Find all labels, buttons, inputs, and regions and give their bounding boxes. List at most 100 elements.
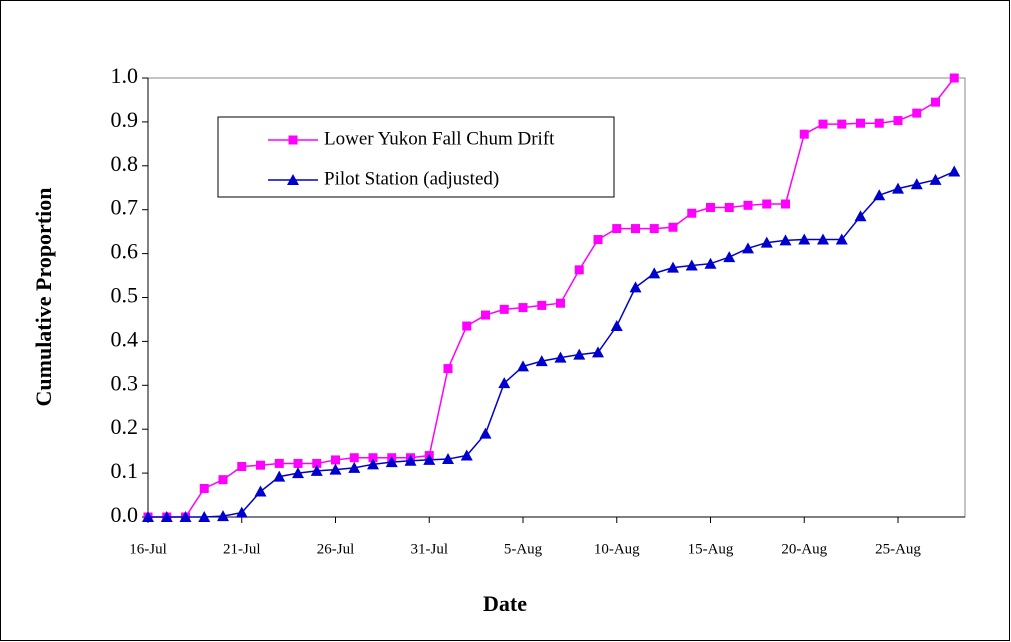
point <box>668 222 678 232</box>
point <box>743 200 753 210</box>
point <box>312 458 322 468</box>
point <box>310 464 323 476</box>
point <box>892 182 904 194</box>
point <box>760 236 773 248</box>
y-axis-title: Cumulative Proportion <box>31 188 56 407</box>
point <box>781 199 790 209</box>
point <box>612 224 622 234</box>
point <box>687 208 697 218</box>
point <box>912 108 922 118</box>
point <box>931 97 940 107</box>
point <box>685 259 698 271</box>
y-tick-label: 0.8 <box>111 151 139 176</box>
point <box>442 453 454 465</box>
x-axis-title: Date <box>483 591 527 616</box>
point <box>273 470 286 482</box>
point <box>779 234 792 246</box>
y-title-clip: Cumulative Proportion <box>31 188 56 407</box>
point <box>292 467 304 479</box>
point <box>929 173 942 185</box>
point <box>593 235 603 245</box>
point <box>385 456 398 468</box>
x-tick-label: 20-Aug <box>781 541 827 557</box>
y-tick-label: 0.5 <box>111 283 139 308</box>
point <box>367 458 379 470</box>
y-tick-label: 0.0 <box>111 502 139 527</box>
point <box>198 511 211 522</box>
point <box>629 281 642 293</box>
point <box>649 224 659 234</box>
legend-box <box>217 116 615 198</box>
x-tick-label: 21-Jul <box>223 541 261 557</box>
point <box>798 233 811 245</box>
point <box>287 174 299 185</box>
x-tick-label: 26-Jul <box>317 541 355 557</box>
y-tick-label: 1.0 <box>111 63 139 88</box>
point <box>329 463 342 475</box>
point <box>479 427 492 439</box>
point <box>893 116 903 126</box>
point <box>237 462 247 472</box>
point <box>949 73 959 83</box>
point <box>762 199 772 209</box>
point <box>742 242 754 254</box>
point <box>293 458 303 468</box>
point <box>499 304 509 314</box>
x-tick-label: 15-Aug <box>688 541 734 557</box>
point <box>235 506 248 518</box>
point <box>704 257 717 269</box>
point <box>423 453 436 465</box>
point <box>537 300 547 310</box>
point <box>723 251 736 263</box>
point <box>648 267 661 279</box>
point <box>256 460 265 470</box>
x-tick-label: 16-Jul <box>129 541 167 557</box>
point <box>348 461 361 473</box>
point <box>948 165 961 177</box>
point <box>854 210 867 222</box>
point <box>817 233 829 245</box>
y-tick-label: 0.1 <box>111 458 139 483</box>
point <box>349 453 359 463</box>
point <box>873 189 886 201</box>
point <box>218 475 228 485</box>
point <box>910 178 923 190</box>
point <box>556 298 565 308</box>
point <box>142 511 154 522</box>
point <box>254 485 267 497</box>
point <box>460 449 473 461</box>
point <box>818 119 828 129</box>
point <box>610 320 623 332</box>
point <box>631 224 640 234</box>
point <box>554 351 567 363</box>
y-tick-label: 0.4 <box>111 326 139 351</box>
y-tick-label: 0.6 <box>111 239 139 264</box>
point <box>724 203 734 213</box>
legend-label: Pilot Station (adjusted) <box>324 168 499 189</box>
point <box>517 360 529 372</box>
y-tick-label: 0.2 <box>111 414 139 439</box>
point <box>667 261 679 273</box>
point <box>404 454 417 466</box>
point <box>573 348 586 360</box>
y-tick-label: 0.9 <box>111 107 139 132</box>
x-tick-label: 5-Aug <box>504 541 543 557</box>
point <box>535 355 548 367</box>
point <box>443 364 453 374</box>
point <box>592 346 604 358</box>
point <box>331 455 340 465</box>
x-tick-label: 25-Aug <box>875 541 921 557</box>
point <box>481 310 490 320</box>
point <box>837 119 847 129</box>
point <box>179 511 192 522</box>
point <box>217 510 229 522</box>
point <box>160 511 173 522</box>
point <box>874 118 884 128</box>
point <box>856 118 865 128</box>
point <box>368 453 378 463</box>
legend-label: Lower Yukon Fall Chum Drift <box>324 128 555 149</box>
point <box>574 265 584 275</box>
y-tick-label: 0.3 <box>111 370 139 395</box>
point <box>518 303 528 313</box>
